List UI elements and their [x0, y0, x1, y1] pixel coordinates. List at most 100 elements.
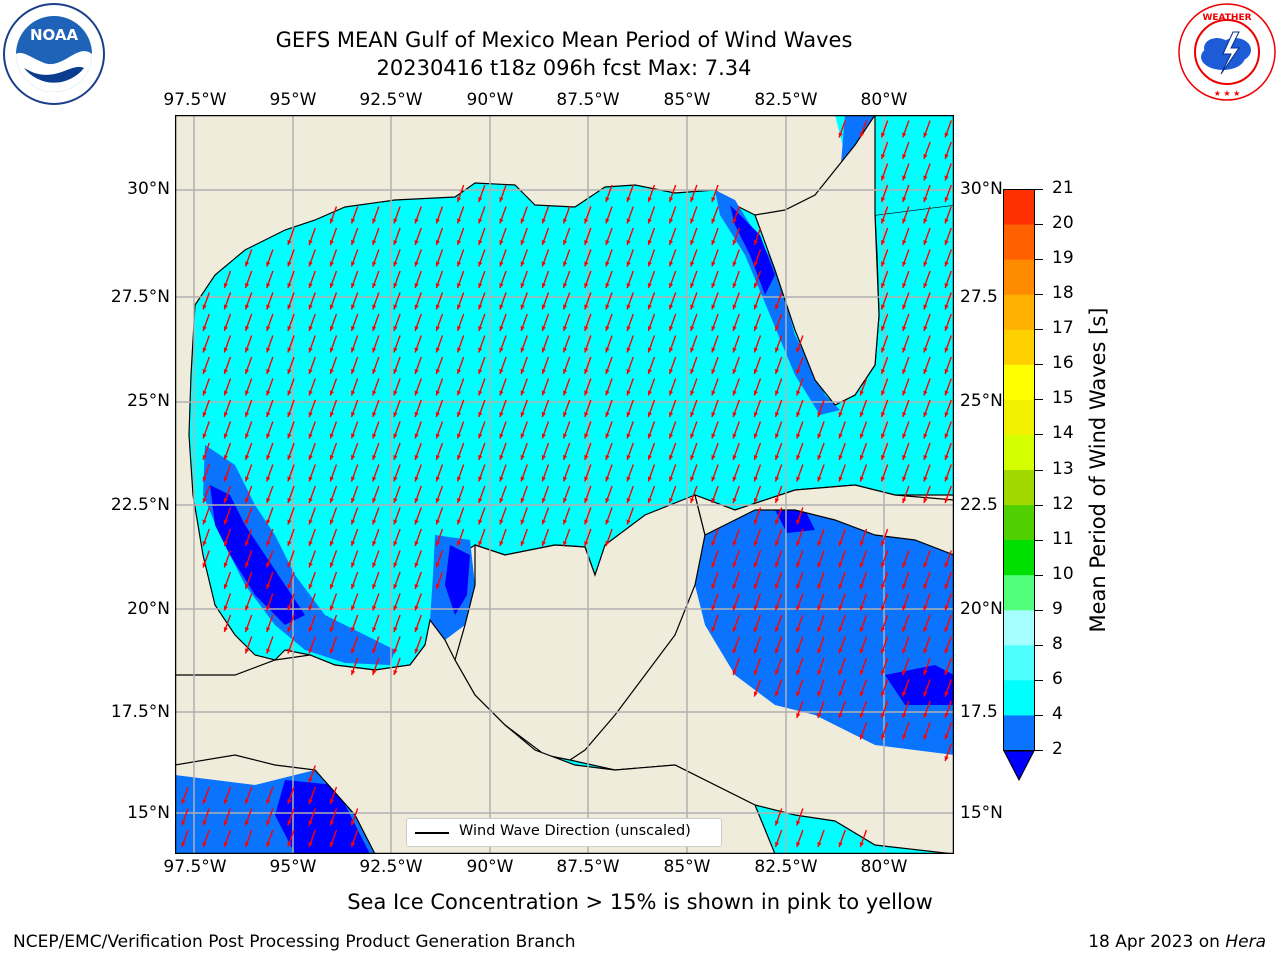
wind-wave-arrowhead [669, 218, 674, 224]
wind-wave-arrowhead [902, 175, 907, 181]
wind-wave-arrowhead [351, 841, 356, 847]
wind-wave-arrowhead [329, 519, 334, 525]
wind-wave-arrowhead [308, 562, 313, 568]
wind-wave-arrowhead [541, 304, 546, 310]
wind-wave-arrowhead [775, 605, 780, 611]
colorbar-tick-mark [1035, 504, 1043, 506]
wind-wave-arrowhead [308, 648, 313, 654]
wind-wave-arrowhead [351, 454, 356, 460]
wind-wave-arrowhead [902, 476, 907, 482]
wind-wave-arrowhead [902, 261, 907, 267]
wind-wave-arrowhead [944, 497, 949, 503]
wind-wave-arrowhead [541, 433, 546, 439]
wind-wave-arrowhead [287, 282, 292, 288]
colorbar-segment [1003, 189, 1035, 225]
wind-wave-arrowhead [838, 454, 843, 460]
wind-wave-arrowhead [647, 196, 652, 202]
wind-wave-arrowhead [223, 433, 228, 439]
wind-wave-arrowhead [202, 411, 207, 417]
wind-wave-arrowhead [732, 304, 737, 310]
wind-wave-arrowhead [859, 132, 864, 138]
wind-wave-arrowhead [753, 368, 758, 374]
wind-wave-arrowhead [202, 519, 207, 525]
wind-wave-arrowhead [499, 218, 504, 224]
wind-wave-arrowhead [775, 347, 780, 353]
wind-wave-arrowhead [647, 347, 652, 353]
wind-wave-arrowhead [541, 218, 546, 224]
wind-wave-arrowhead [626, 239, 631, 245]
colorbar-segment [1003, 539, 1035, 576]
wind-wave-arrowhead [753, 669, 758, 675]
wind-wave-arrowhead [669, 497, 674, 503]
wind-wave-arrowhead [732, 476, 737, 482]
wind-wave-arrowhead [520, 368, 525, 374]
colorbar-tick-mark [1035, 189, 1043, 190]
colorbar-tick-label: 16 [1052, 353, 1074, 374]
wind-wave-arrowhead [838, 411, 843, 417]
wind-wave-arrowhead [944, 282, 949, 288]
wind-wave-arrowhead [202, 476, 207, 482]
wind-wave-arrowhead [308, 841, 313, 847]
wind-wave-arrowhead [796, 691, 801, 697]
wind-wave-arrowhead [817, 411, 822, 417]
wind-wave-arrowhead [584, 239, 589, 245]
wind-wave-arrowhead [223, 626, 228, 632]
wind-wave-arrowhead [775, 454, 780, 460]
lon-label-bottom: 87.5°W [556, 857, 620, 877]
wind-wave-arrowhead [372, 562, 377, 568]
wind-wave-arrowhead [351, 540, 356, 546]
wind-wave-arrowhead [753, 433, 758, 439]
wind-wave-arrowhead [541, 519, 546, 525]
wind-wave-arrowhead [838, 476, 843, 482]
wind-wave-arrowhead [499, 411, 504, 417]
noaa-logo-text: NOAA [30, 26, 79, 44]
wind-wave-arrowhead [669, 476, 674, 482]
wind-wave-arrowhead [393, 476, 398, 482]
wind-wave-arrowhead [881, 347, 886, 353]
wind-wave-arrowhead [944, 433, 949, 439]
wind-wave-arrowhead [245, 347, 250, 353]
wind-wave-arrowhead [732, 648, 737, 654]
wind-wave-arrowhead [690, 497, 695, 503]
wind-wave-arrowhead [329, 497, 334, 503]
wind-wave-arrowhead [923, 476, 928, 482]
wind-wave-arrowhead [541, 347, 546, 353]
wind-wave-arrowhead [881, 239, 886, 245]
wind-wave-arrowhead [775, 562, 780, 568]
wind-wave-arrowhead [902, 368, 907, 374]
wind-wave-arrowhead [478, 218, 483, 224]
wind-wave-arrowhead [881, 669, 886, 675]
wind-wave-arrowhead [287, 820, 292, 826]
wind-wave-arrowhead [563, 325, 568, 331]
wind-wave-arrowhead [838, 583, 843, 589]
wind-wave-arrowhead [245, 368, 250, 374]
wind-wave-arrowhead [245, 497, 250, 503]
wind-wave-arrowhead [393, 626, 398, 632]
colorbar-segment [1003, 574, 1035, 611]
wind-wave-arrowhead [308, 368, 313, 374]
wind-wave-arrowhead [881, 390, 886, 396]
wind-wave-arrowhead [753, 540, 758, 546]
wind-wave-arrowhead [287, 454, 292, 460]
caribbean-darkblue [885, 665, 954, 705]
wind-wave-arrowhead [435, 583, 440, 589]
wind-wave-arrowhead [859, 583, 864, 589]
wind-wave-arrowhead [902, 153, 907, 159]
wind-wave-arrowhead [584, 390, 589, 396]
wind-wave-arrowhead [435, 218, 440, 224]
colorbar-tick-mark [1035, 750, 1043, 751]
wind-wave-arrowhead [923, 497, 928, 503]
wind-wave-arrowhead [690, 239, 695, 245]
wind-wave-arrowhead [817, 691, 822, 697]
wind-wave-arrowhead [796, 476, 801, 482]
lon-label-top: 80°W [860, 90, 908, 110]
wind-wave-arrowhead [414, 562, 419, 568]
wind-wave-arrowhead [266, 411, 271, 417]
wind-wave-arrowhead [563, 347, 568, 353]
wind-wave-arrowhead [435, 282, 440, 288]
wind-wave-arrowhead [753, 411, 758, 417]
wind-wave-arrowhead [287, 347, 292, 353]
wind-wave-arrowhead [329, 368, 334, 374]
wind-wave-arrowhead [902, 497, 907, 503]
colorbar-segment [1003, 259, 1035, 295]
